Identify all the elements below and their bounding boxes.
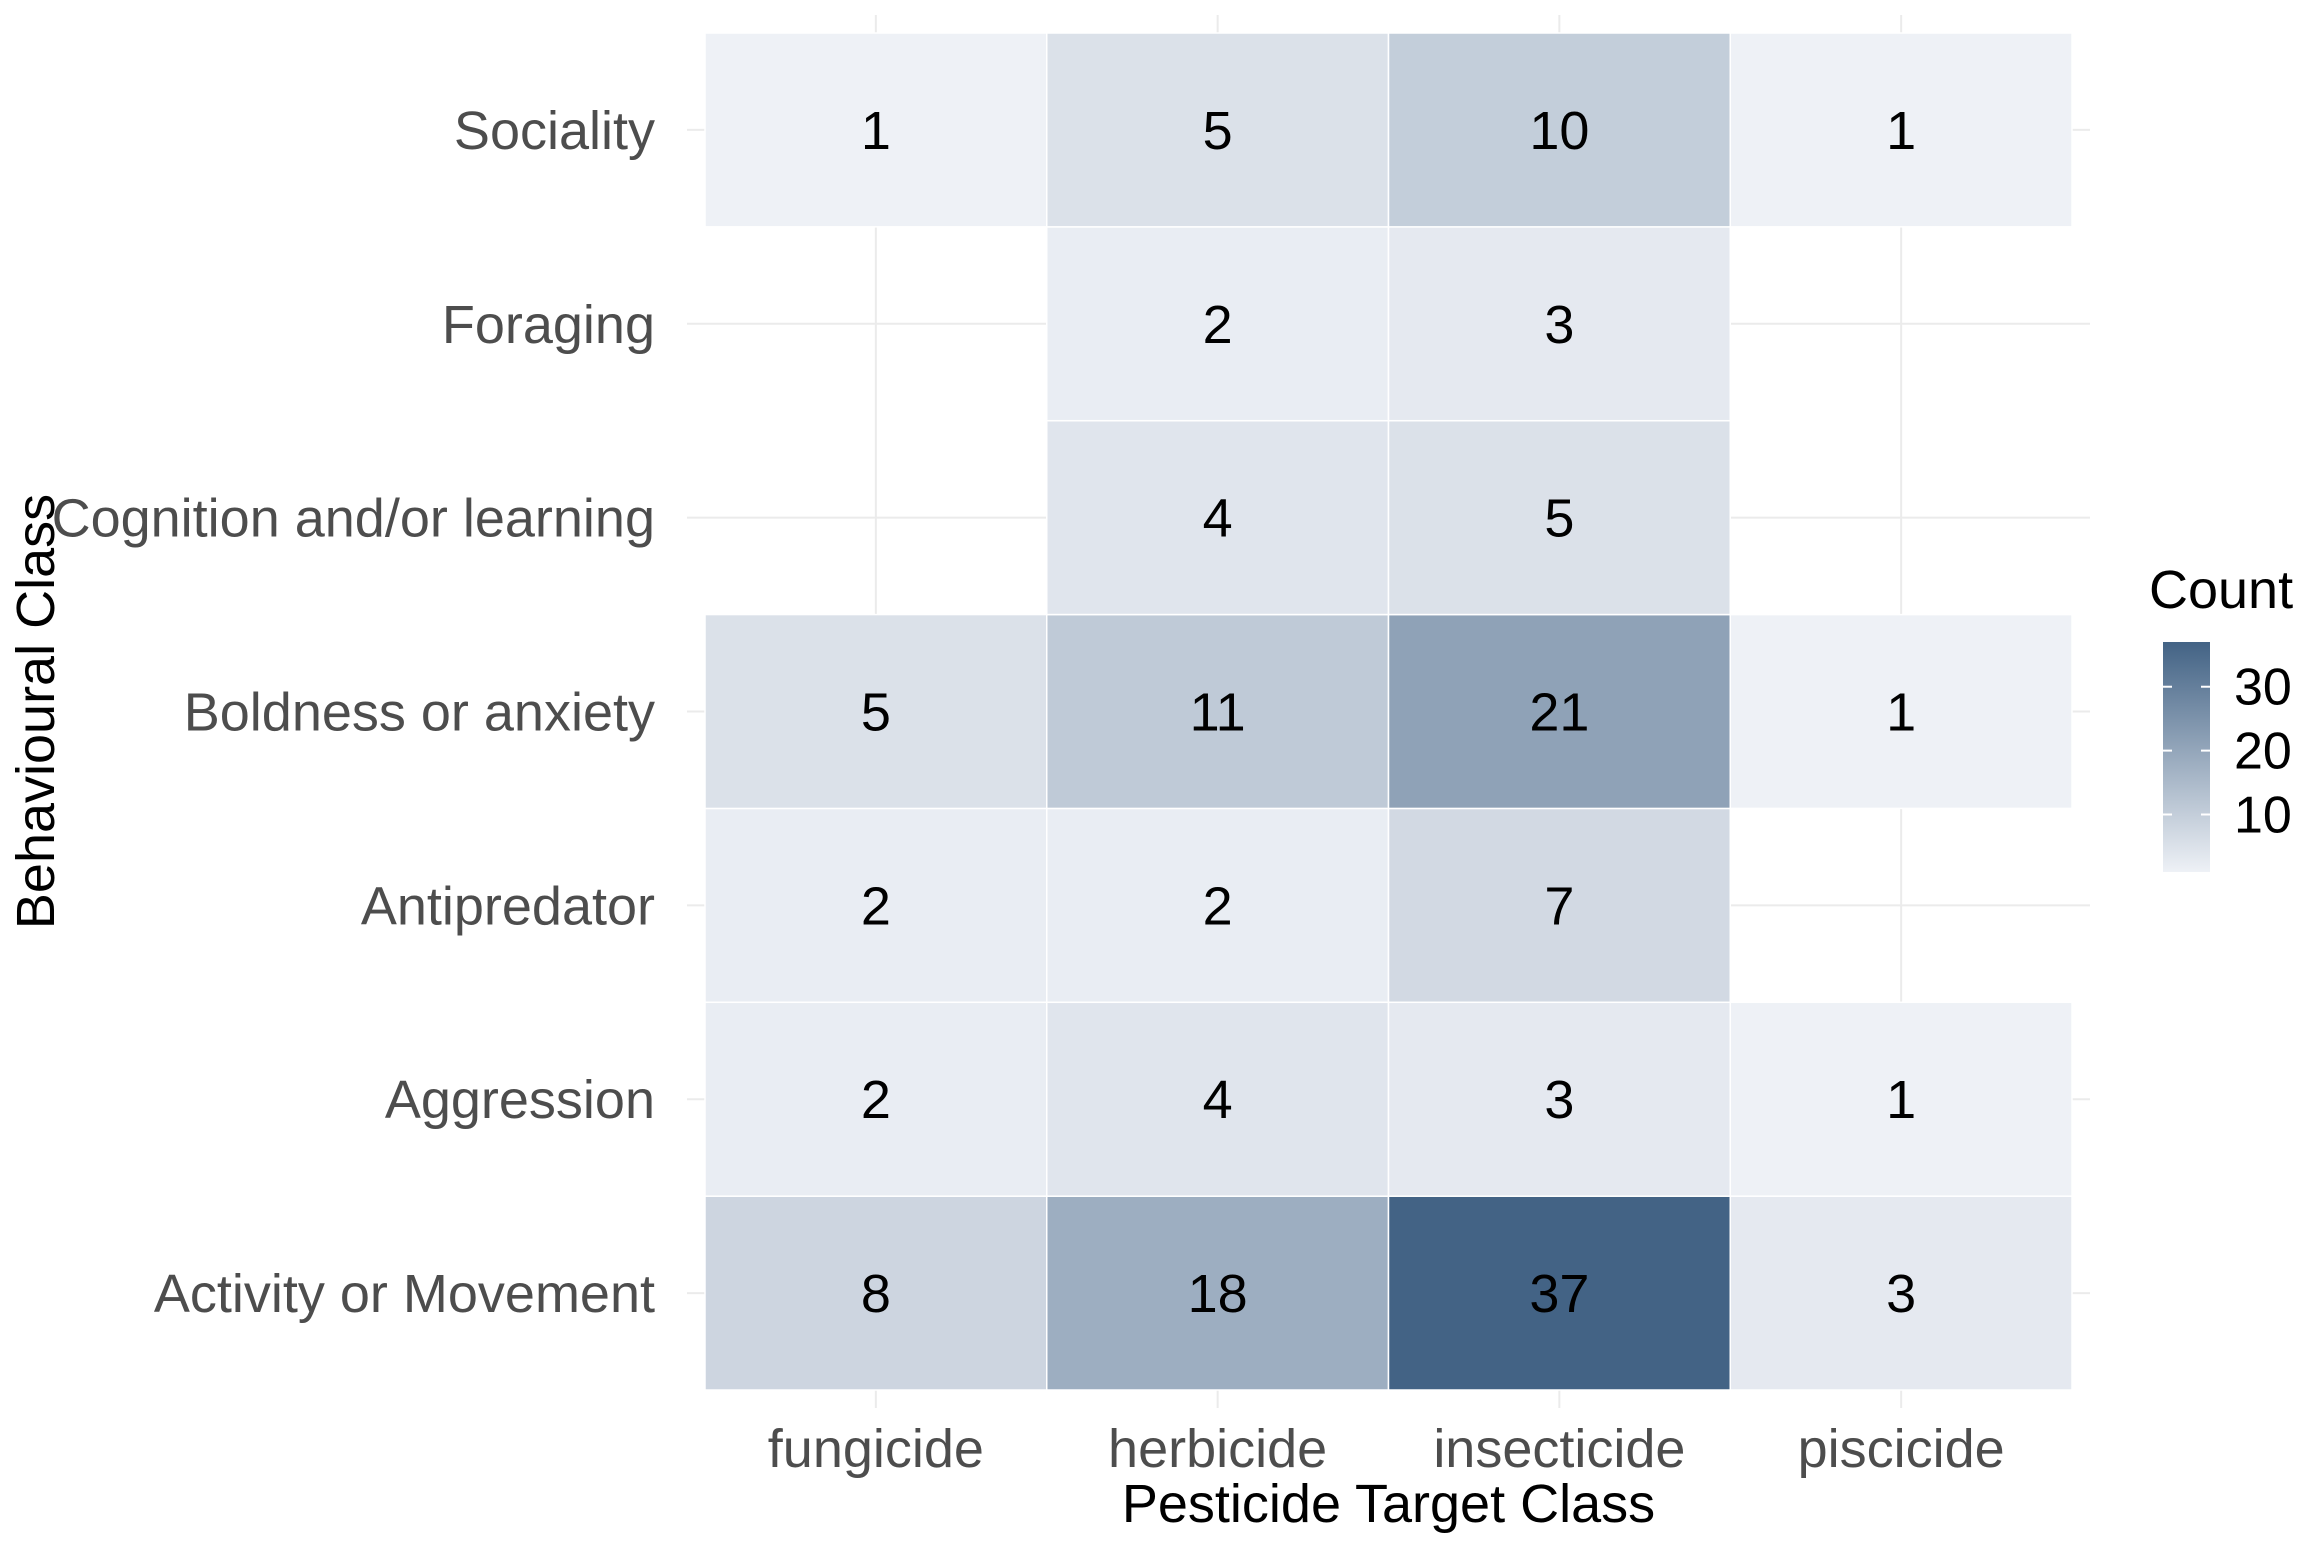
- cell-value-label: 5: [1203, 101, 1233, 161]
- cell-value-label: 8: [861, 1264, 891, 1324]
- cell-value-label: 1: [1886, 683, 1916, 743]
- cell-layer: [704, 32, 2073, 1391]
- legend: Count 10 20 30: [2149, 560, 2293, 872]
- y-tick-label: Boldness or anxiety: [184, 683, 655, 743]
- cell-value-label: 1: [861, 101, 891, 161]
- x-axis-title: Pesticide Target Class: [1122, 1474, 1655, 1534]
- legend-tick-label: 20: [2234, 723, 2292, 781]
- heatmap-cell: [704, 613, 1048, 810]
- heatmap-cell: [704, 1001, 1048, 1197]
- axis-layer: Pesticide Target Class Behavioural Class…: [6, 101, 2005, 1534]
- legend-tick-label: 30: [2234, 659, 2292, 717]
- cell-value-label: 3: [1886, 1264, 1916, 1324]
- cell-value-label: 21: [1529, 683, 1589, 743]
- x-tick-label: piscicide: [1798, 1419, 2005, 1479]
- heatmap-cell: [704, 1195, 1048, 1391]
- cell-value-label: 3: [1544, 1070, 1574, 1130]
- heatmap-cell: [1387, 1195, 1731, 1391]
- cell-value-label: 37: [1529, 1264, 1589, 1324]
- heatmap-cell: [1387, 1001, 1731, 1197]
- heatmap-cell: [1046, 807, 1390, 1004]
- cell-value-label: 4: [1203, 489, 1233, 549]
- heatmap-cell: [1729, 1001, 2073, 1197]
- heatmap-cell: [1729, 613, 2073, 810]
- cell-value-label: 7: [1544, 876, 1574, 936]
- x-tick-label: herbicide: [1108, 1419, 1327, 1479]
- heatmap-cell: [1046, 32, 1390, 228]
- cell-label-layer: 8 18 37 3 2 4 3 1 2 2 7 5 11 21 1 4 5 2 3 1 5 10 1: [861, 101, 1916, 1324]
- heatmap-cell: [1387, 226, 1731, 422]
- cell-value-label: 5: [861, 683, 891, 743]
- legend-colorbar: [2163, 642, 2210, 872]
- cell-value-label: 2: [861, 876, 891, 936]
- heatmap-cell: [1046, 1001, 1390, 1197]
- heatmap-cell: [704, 32, 1048, 228]
- x-tick-label: fungicide: [768, 1419, 984, 1479]
- y-tick-label: Aggression: [385, 1070, 655, 1130]
- legend-title: Count: [2149, 560, 2293, 620]
- cell-value-label: 11: [1190, 683, 1246, 743]
- heatmap-cell: [1046, 1195, 1390, 1391]
- y-axis-title: Behavioural Class: [6, 494, 66, 929]
- x-tick-label: insecticide: [1433, 1419, 1685, 1479]
- y-tick-label: Antipredator: [361, 876, 655, 936]
- heatmap-cell: [1046, 226, 1390, 422]
- cell-value-label: 2: [861, 1070, 891, 1130]
- heatmap-cell: [1387, 613, 1731, 810]
- heatmap-cell: [1387, 419, 1731, 616]
- cell-value-label: 10: [1529, 101, 1589, 161]
- heatmap-cell: [1729, 32, 2073, 228]
- heatmap-cell: [1387, 807, 1731, 1004]
- y-tick-label: Sociality: [454, 101, 655, 161]
- heatmap-cell: [1387, 32, 1731, 228]
- heatmap-cell: [1046, 419, 1390, 616]
- y-tick-label: Cognition and/or learning: [52, 489, 655, 549]
- heatmap-cell: [704, 807, 1048, 1004]
- legend-tick-label: 10: [2234, 787, 2292, 845]
- cell-value-label: 1: [1886, 101, 1916, 161]
- y-tick-label: Foraging: [442, 295, 655, 355]
- cell-value-label: 4: [1203, 1070, 1233, 1130]
- cell-value-label: 2: [1203, 876, 1233, 936]
- heatmap-cell: [1729, 1195, 2073, 1391]
- y-tick-label: Activity or Movement: [154, 1264, 655, 1324]
- cell-value-label: 1: [1886, 1070, 1916, 1130]
- cell-value-label: 5: [1544, 489, 1574, 549]
- cell-value-label: 2: [1203, 295, 1233, 355]
- cell-value-label: 3: [1544, 295, 1574, 355]
- heatmap-cell: [1046, 613, 1390, 810]
- cell-value-label: 18: [1188, 1264, 1248, 1324]
